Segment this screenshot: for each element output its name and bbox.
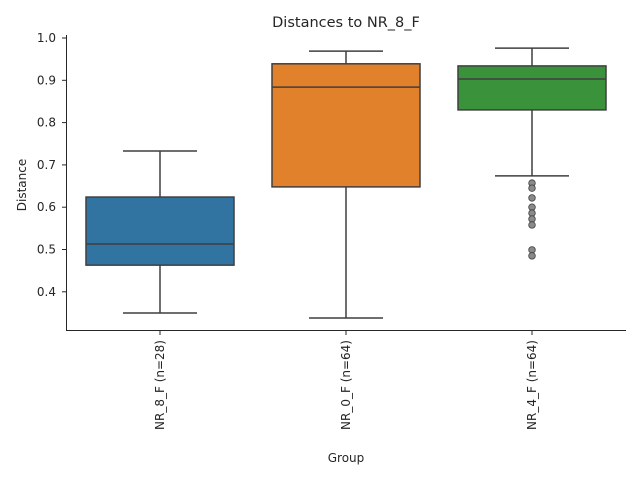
y-tick-label: 0.6 (37, 200, 56, 214)
box-iqr (457, 65, 607, 111)
x-tick-label: NR_0_F (n=64) (339, 340, 353, 430)
chart-title: Distances to NR_8_F (272, 15, 420, 31)
box-iqr (85, 196, 235, 266)
y-tick-label: 0.5 (37, 243, 56, 257)
box-2 (457, 47, 607, 260)
outlier-point (528, 221, 536, 229)
outlier-point (528, 252, 536, 260)
y-axis-label: Distance (15, 159, 29, 211)
y-tick-label: 1.0 (37, 31, 56, 45)
y-tick-label: 0.7 (37, 158, 56, 172)
box-0 (85, 150, 235, 314)
outlier-point (528, 184, 536, 192)
y-tick-label: 0.9 (37, 73, 56, 87)
box-iqr (271, 63, 421, 188)
outlier-point (528, 194, 536, 202)
x-tick-label: NR_4_F (n=64) (525, 340, 539, 430)
y-tick-label: 0.8 (37, 116, 56, 130)
y-tick-label: 0.4 (37, 285, 56, 299)
x-axis-label: Group (328, 451, 365, 465)
x-tick-label: NR_8_F (n=28) (153, 340, 167, 430)
box-1 (271, 50, 421, 319)
